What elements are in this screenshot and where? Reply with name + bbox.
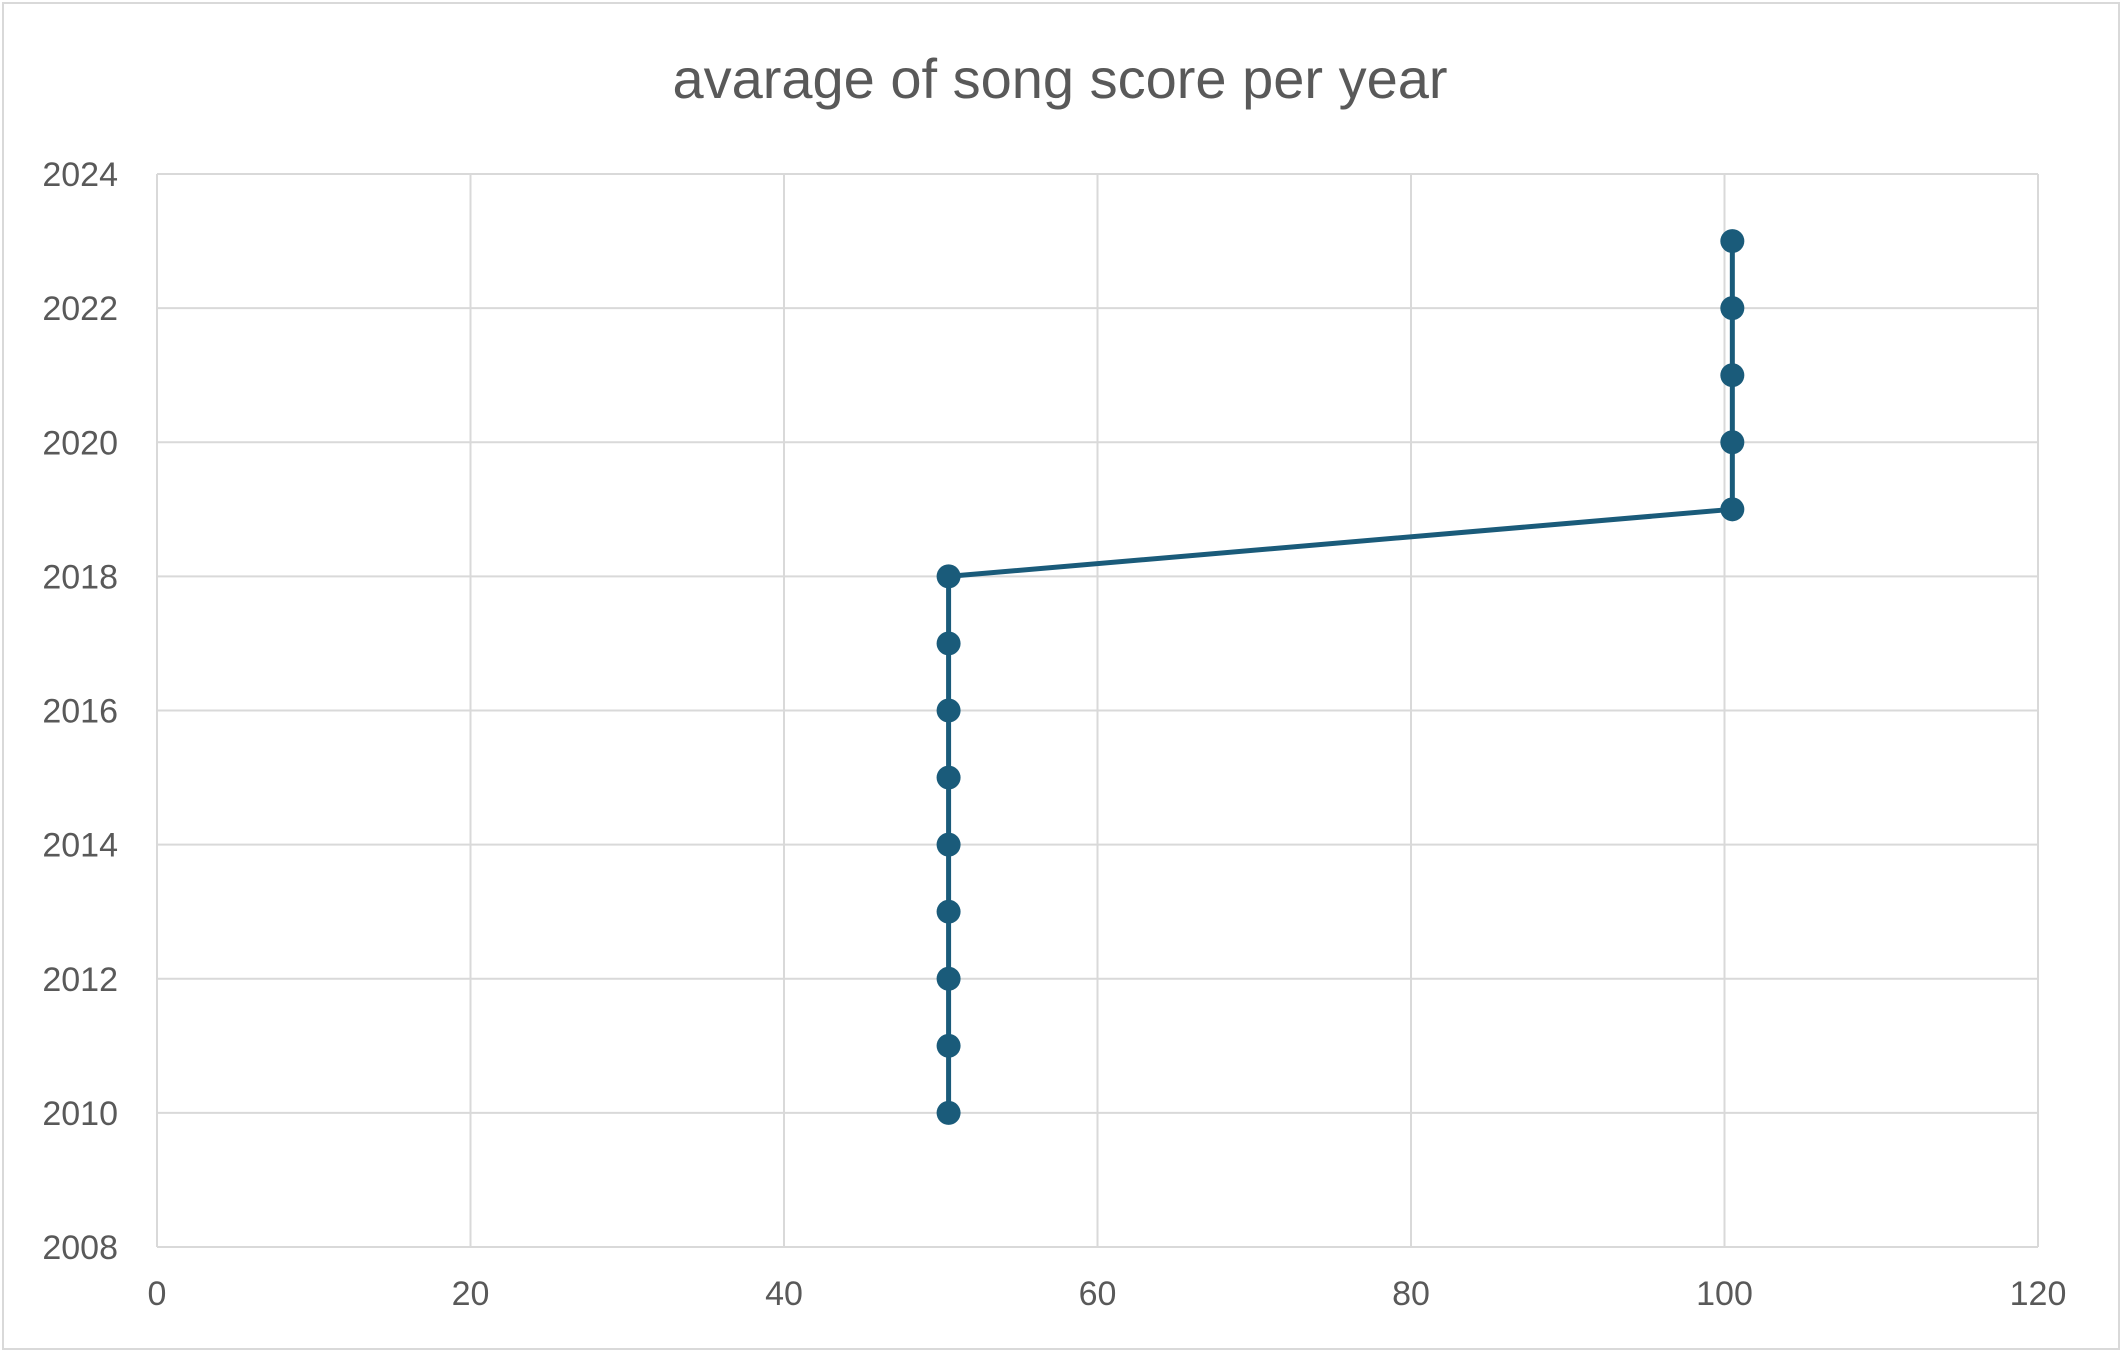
- series-layer: [936, 229, 1745, 1125]
- data-point: [1720, 430, 1745, 455]
- y-tick-label: 2008: [42, 1229, 118, 1267]
- x-tick-label: 80: [1392, 1275, 1430, 1313]
- data-point: [1720, 296, 1745, 321]
- data-point: [1720, 497, 1745, 522]
- x-tick-label: 0: [148, 1275, 167, 1313]
- y-tick-label: 2012: [42, 961, 118, 999]
- data-point: [936, 631, 961, 656]
- x-tick-label: 100: [1696, 1275, 1753, 1313]
- x-tick-label: 120: [2010, 1275, 2067, 1313]
- data-point: [936, 564, 961, 589]
- chart-title: avarage of song score per year: [672, 47, 1447, 110]
- axis-layer: 0 20 40 60 80 100 120 2008 2010 2012 2014 2016 2018 2…: [42, 156, 2066, 1313]
- data-point: [936, 698, 961, 723]
- data-point: [936, 832, 961, 857]
- y-tick-label: 2022: [42, 290, 118, 328]
- data-point: [1720, 229, 1745, 254]
- y-tick-label: 2016: [42, 693, 118, 731]
- data-point: [936, 899, 961, 924]
- series-line: [946, 241, 1735, 1113]
- y-tick-label: 2018: [42, 558, 118, 596]
- data-point: [936, 966, 961, 991]
- x-tick-label: 20: [452, 1275, 490, 1313]
- y-tick-label: 2024: [42, 156, 118, 194]
- y-tick-label: 2020: [42, 424, 118, 462]
- grid-layer: [156, 173, 2039, 1248]
- y-tick-label: 2014: [42, 827, 118, 865]
- y-tick-label: 2010: [42, 1095, 118, 1133]
- x-tick-label: 40: [765, 1275, 803, 1313]
- data-point: [1720, 363, 1745, 388]
- x-tick-label: 60: [1079, 1275, 1117, 1313]
- data-point: [936, 765, 961, 790]
- data-point: [936, 1100, 961, 1125]
- data-point: [936, 1033, 961, 1058]
